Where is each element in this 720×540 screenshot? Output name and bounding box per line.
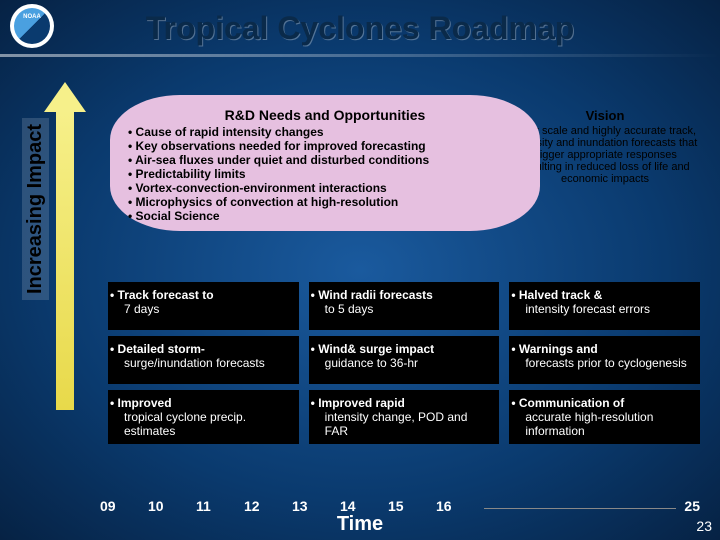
y-axis-arrow: [56, 110, 74, 410]
goal-boxes: Track forecast to7 days Wind radii forec…: [108, 282, 700, 444]
goal-box: Communication ofaccurate high-resolution…: [509, 390, 700, 444]
rd-item: Air-sea fluxes under quiet and disturbed…: [128, 153, 522, 167]
x-tick: 16: [436, 498, 484, 514]
divider: [0, 54, 720, 57]
x-tick: 12: [244, 498, 292, 514]
goal-box: Improvedtropical cyclone precip. estimat…: [108, 390, 299, 444]
x-tick: 13: [292, 498, 340, 514]
goal-box: Track forecast to7 days: [108, 282, 299, 330]
vision-title: Vision: [512, 108, 698, 123]
page-title: Tropical Cyclones Roadmap: [0, 10, 720, 47]
page-number: 23: [696, 518, 712, 534]
goal-box: Wind radii forecaststo 5 days: [309, 282, 500, 330]
slide: NOAA Tropical Cyclones Roadmap Increasin…: [0, 0, 720, 540]
rd-item: Vortex-convection-environment interactio…: [128, 181, 522, 195]
x-tick: 15: [388, 498, 436, 514]
rd-header: R&D Needs and Opportunities: [128, 107, 522, 123]
rd-item: Social Science: [128, 209, 522, 223]
goal-box: Warnings andforecasts prior to cyclogene…: [509, 336, 700, 384]
x-tick: 11: [196, 498, 244, 514]
x-tick: 09: [100, 498, 148, 514]
rd-item: Cause of rapid intensity changes: [128, 125, 522, 139]
rd-list: Cause of rapid intensity changes Key obs…: [128, 125, 522, 223]
x-tick: 14: [340, 498, 388, 514]
x-tick: 25: [676, 498, 700, 514]
x-axis-label: Time: [0, 513, 720, 536]
x-axis: 09 10 11 12 13 14 15 16 25: [100, 498, 700, 514]
rd-item: Microphysics of convection at high-resol…: [128, 195, 522, 209]
goal-box: Improved rapidintensity change, POD and …: [309, 390, 500, 444]
rd-bubble: R&D Needs and Opportunities Cause of rap…: [110, 95, 540, 231]
rd-item: Predictability limits: [128, 167, 522, 181]
rd-item: Key observations needed for improved for…: [128, 139, 522, 153]
goal-box: Detailed storm-surge/inundation forecast…: [108, 336, 299, 384]
y-axis-label: Increasing Impact: [22, 118, 49, 300]
goal-box: Halved track &intensity forecast errors: [509, 282, 700, 330]
x-tick: 10: [148, 498, 196, 514]
goal-box: Wind& surge impactguidance to 36-hr: [309, 336, 500, 384]
